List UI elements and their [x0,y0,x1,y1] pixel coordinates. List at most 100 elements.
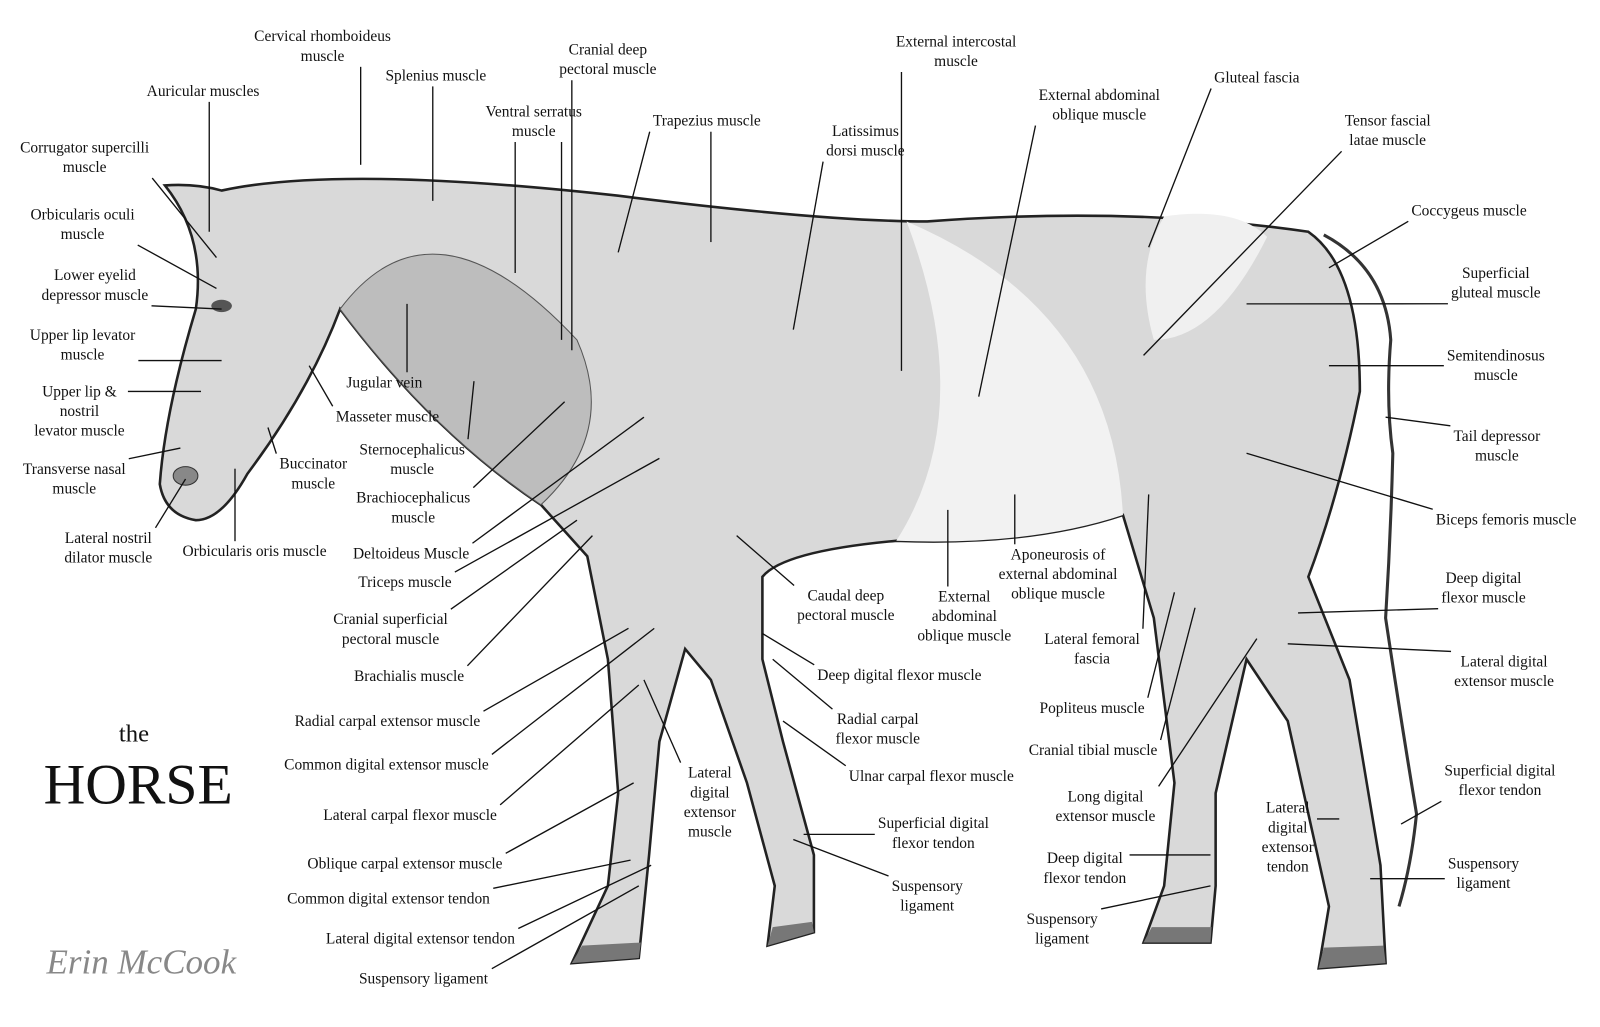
label-text: Radial carpal flexor muscle [836,711,921,748]
label-text: Superficial gluteal muscle [1451,265,1541,302]
label-text: Suspensory ligament [892,878,963,915]
label-line: flexor tendon [1043,870,1126,887]
label-text: Auricular muscles [147,83,260,100]
label-text: Transverse nasal muscle [23,461,126,498]
label-text: Suspensory ligament [359,971,489,988]
label: Deep digital flexor muscle [1298,570,1526,614]
label-line: Suspensory [1448,855,1519,872]
label-line: Semitendinosus [1447,348,1545,365]
label-line: Deep digital flexor muscle [817,667,981,684]
title-large: HORSE [44,753,233,816]
signature: Erin McCook [45,942,237,981]
label-line: depressor muscle [42,287,149,304]
label-line: ligament [1035,931,1090,948]
label-line: muscle [512,123,556,140]
label-line: Jugular vein [346,374,422,391]
label-line: flexor muscle [836,731,921,748]
label-line: extensor muscle [1055,808,1155,825]
leader-line [472,416,645,544]
label-text: Tensor fascial latae muscle [1345,113,1431,150]
label: External intercostal muscle [896,33,1016,371]
tail [1323,233,1419,907]
label-line: Suspensory [1027,911,1098,928]
leader-line [1147,592,1176,698]
label: Buccinator muscle [267,427,347,493]
label-text: Triceps muscle [358,574,451,591]
leader-line [772,658,833,710]
label: Lateral nostril dilator muscle [64,478,187,566]
label-text: Upper lip levator muscle [30,327,135,364]
label: Lateral femoral fascia [1044,494,1150,668]
label-line: Lateral digital [1461,653,1548,670]
leader-line [1287,643,1452,653]
label: Tensor fascial latae muscle [1143,113,1431,356]
label-text: Cranial tibial muscle [1029,742,1158,759]
label-line: Sternocephalicus [359,441,464,458]
label: Auricular muscles [147,83,260,232]
label-line: Common digital extensor muscle [284,756,489,773]
label: Tail depressor muscle [1385,416,1540,465]
label-text: Deltoideus Muscle [353,545,469,562]
label-text: Tail depressor muscle [1453,428,1540,465]
leader-line [454,457,660,573]
label-line: pectoral muscle [797,607,894,624]
label-line: external abdominal [999,566,1118,583]
label-line: flexor muscle [1441,590,1526,607]
label-line: Ventral serratus [485,103,581,120]
label-line: extensor [1262,839,1314,856]
label-text: External intercostal muscle [896,33,1016,70]
title-small: the [119,721,149,748]
leader-line [782,720,847,767]
label: Gluteal fascia [1148,69,1300,248]
label-line: Cranial superficial [333,611,447,628]
label-line: Aponeurosis of [1011,546,1107,563]
label-line: Tail depressor [1453,428,1540,445]
label-line: Auricular muscles [147,83,260,100]
label: Long digital extensor muscle [1055,638,1258,825]
leader-line [1148,88,1212,248]
label-line: Radial carpal [837,711,919,728]
label-line: muscle [291,475,335,492]
label-line: External [938,589,990,606]
label-text: Semitendinosus muscle [1447,348,1545,385]
label: Masseter muscle [308,365,439,425]
label-line: ligament [900,898,955,915]
label: Lateral digital extensor muscle [1287,643,1554,690]
leader-line [491,627,655,755]
label: Suspensory ligament [359,885,640,988]
label-text: Deep digital flexor muscle [817,667,981,684]
label: Ventral serratus muscle [485,103,582,340]
label-text: Buccinator muscle [279,456,347,493]
leader-line [793,838,889,877]
label-text: Deep digital flexor tendon [1043,850,1126,887]
label-text: Deep digital flexor muscle [1441,570,1526,607]
label-line: pectoral muscle [342,631,439,648]
label-line: muscle [934,53,978,70]
label-line: Ulnar carpal flexor muscle [849,768,1014,785]
label-text: Lateral digital extensor muscle [684,765,736,841]
gluteal-fascia [1145,213,1268,340]
label-text: Suspensory ligament [1448,855,1519,892]
label: External abdominal oblique muscle [917,509,1011,645]
label-line: Lateral [1266,800,1310,817]
leader-line [1142,494,1150,629]
label-text: Biceps femoris muscle [1436,511,1577,528]
label-line: muscle [390,461,434,478]
label-line: levator muscle [34,423,125,440]
label: Lower eyelid depressor muscle [42,267,222,310]
label-line: digital [690,784,729,801]
label-text: Common digital extensor tendon [287,890,490,907]
label-line: Deep digital [1047,850,1123,867]
label-line: nostril [60,403,99,420]
label-line: Transverse nasal [23,461,126,478]
label-line: flexor tendon [892,835,975,852]
label-line: Superficial [1462,265,1530,282]
label-text: Lateral femoral fascia [1044,631,1140,668]
label-line: Upper lip levator [30,327,135,344]
leader-line [450,519,578,610]
label: Upper lip & nostril levator muscle [34,384,202,440]
label-line: Popliteus muscle [1039,700,1144,717]
label-line: latae muscle [1349,132,1426,149]
label: Cervical rhomboideus muscle [254,28,391,165]
label: Superficial digital flexor tendon [1400,763,1555,825]
